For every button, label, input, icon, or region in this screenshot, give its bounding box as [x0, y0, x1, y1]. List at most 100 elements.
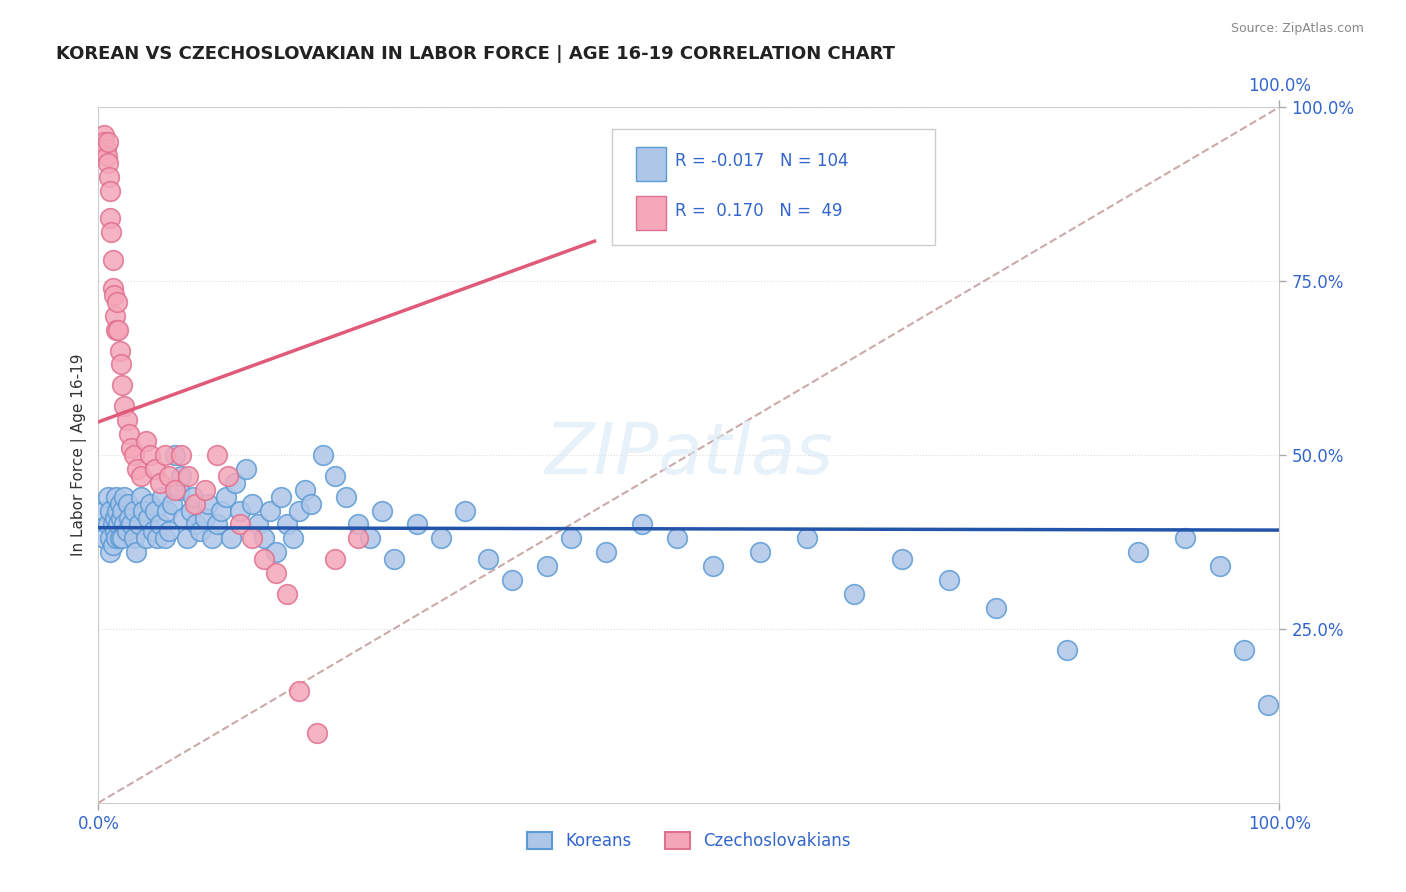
Point — [103, 288, 125, 302]
Point — [536, 559, 558, 574]
Point — [194, 483, 217, 497]
Point — [299, 497, 322, 511]
Point — [156, 503, 179, 517]
Point — [276, 587, 298, 601]
Point — [110, 358, 132, 372]
Point — [382, 552, 405, 566]
Point — [104, 524, 127, 539]
Point — [108, 532, 131, 546]
Point — [101, 253, 124, 268]
Point — [890, 552, 912, 566]
Point — [215, 490, 238, 504]
Point — [129, 490, 152, 504]
Point — [146, 532, 169, 546]
Point — [205, 448, 228, 462]
Point — [294, 483, 316, 497]
Point — [938, 573, 960, 587]
Point — [98, 211, 121, 226]
Point — [323, 468, 346, 483]
Point — [149, 517, 172, 532]
Point — [150, 490, 173, 504]
Point — [125, 545, 148, 559]
Point — [157, 524, 180, 539]
Point — [347, 532, 370, 546]
Point — [253, 552, 276, 566]
Point — [1209, 559, 1232, 574]
Point — [288, 684, 311, 698]
Point — [101, 517, 124, 532]
Point — [96, 149, 118, 163]
Point — [93, 135, 115, 149]
Point — [143, 503, 166, 517]
Point — [93, 532, 115, 546]
Point — [135, 434, 157, 448]
Point — [104, 309, 127, 323]
Point — [104, 510, 127, 524]
Point — [335, 490, 357, 504]
Point — [748, 545, 770, 559]
Legend: Koreans, Czechoslovakians: Koreans, Czechoslovakians — [520, 826, 858, 857]
Point — [149, 475, 172, 490]
Point — [97, 490, 120, 504]
Point — [118, 427, 141, 442]
Point — [142, 524, 165, 539]
Point — [121, 517, 143, 532]
Point — [1257, 698, 1279, 713]
Point — [240, 532, 263, 546]
Point — [305, 726, 328, 740]
Point — [240, 497, 263, 511]
Point — [115, 413, 138, 427]
Point — [844, 587, 866, 601]
Point — [235, 462, 257, 476]
Text: R = -0.017   N = 104: R = -0.017 N = 104 — [675, 152, 848, 169]
Point — [259, 503, 281, 517]
Point — [153, 532, 176, 546]
Point — [371, 503, 394, 517]
Point — [101, 281, 124, 295]
Point — [217, 468, 239, 483]
Point — [105, 490, 128, 504]
Point — [108, 343, 131, 358]
Text: ZIPatlas: ZIPatlas — [544, 420, 834, 490]
Point — [105, 294, 128, 309]
Point — [143, 462, 166, 476]
Point — [197, 497, 219, 511]
Point — [111, 532, 134, 546]
Point — [118, 510, 141, 524]
Point — [105, 503, 128, 517]
Point — [107, 323, 129, 337]
Point — [477, 552, 499, 566]
Point — [128, 517, 150, 532]
Point — [98, 532, 121, 546]
Point — [560, 532, 582, 546]
Point — [112, 517, 135, 532]
Point — [107, 517, 129, 532]
Point — [112, 490, 135, 504]
Point — [264, 545, 287, 559]
Point — [122, 503, 145, 517]
Point — [176, 532, 198, 546]
Point — [1056, 642, 1078, 657]
Point — [98, 169, 121, 184]
Point — [666, 532, 689, 546]
Point — [115, 524, 138, 539]
Point — [165, 448, 187, 462]
Point — [108, 497, 131, 511]
Point — [132, 503, 155, 517]
Point — [229, 517, 252, 532]
Point — [105, 323, 128, 337]
Point — [1233, 642, 1256, 657]
Y-axis label: In Labor Force | Age 16-19: In Labor Force | Age 16-19 — [72, 353, 87, 557]
Point — [110, 510, 132, 524]
Point — [167, 483, 190, 497]
Point — [139, 448, 162, 462]
Point — [97, 155, 120, 169]
Point — [94, 142, 117, 156]
Point — [229, 503, 252, 517]
Point — [129, 468, 152, 483]
Point — [219, 532, 242, 546]
Point — [101, 538, 124, 552]
Point — [170, 448, 193, 462]
Point — [111, 503, 134, 517]
Point — [453, 503, 475, 517]
